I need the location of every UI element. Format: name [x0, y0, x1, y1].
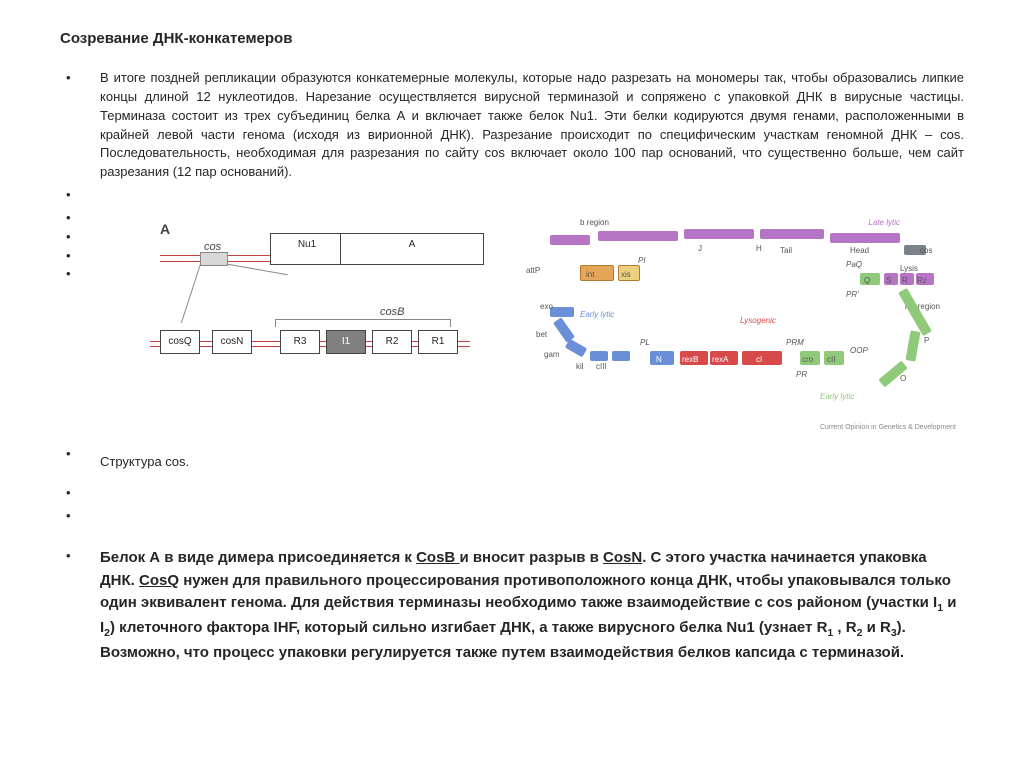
cos-segment: [200, 252, 228, 266]
label-pl: PL: [640, 337, 650, 349]
empty-bullet2: •: [60, 484, 964, 503]
label-h: H: [756, 243, 762, 255]
label-oop: OOP: [850, 345, 868, 357]
page-title: Созревание ДНК-конкатемеров: [60, 30, 964, 47]
seg-b: [550, 235, 590, 245]
p2-p2: и вносит разрыв в: [459, 549, 603, 566]
label-paq: PaQ: [846, 259, 862, 271]
label-gam: gam: [544, 349, 560, 361]
label-cos: cos: [920, 245, 932, 257]
label-cro: cro: [802, 354, 813, 366]
site-cosq: cosQ: [160, 330, 200, 354]
bullet-struct-caption: • Структура cos.: [60, 445, 964, 480]
seg-ciiib: [612, 351, 630, 361]
p2-cosq: CosQ: [139, 572, 179, 589]
label-int: int: [586, 269, 594, 281]
p2-p0: Белок А в виде димера присоединяется к: [100, 549, 416, 566]
leader-left: [181, 264, 201, 323]
bullet-para1: • В итоге поздней репликации образуются …: [60, 69, 964, 182]
para2-text: Белок А в виде димера присоединяется к C…: [100, 547, 964, 664]
p2-p9: , R: [833, 619, 856, 636]
site-r3: R3: [280, 330, 320, 354]
label-latelytic: Late lytic: [868, 217, 900, 229]
label-ci: cI: [756, 354, 762, 366]
label-rexb: rexB: [682, 354, 698, 366]
diagram-copyright: Current Opinion in Genetics & Developmen…: [820, 423, 956, 433]
label-head: Head: [850, 245, 869, 257]
label-cii: cII: [827, 354, 835, 366]
label-q: Q: [864, 275, 870, 287]
lambda-genome-diagram: b region Late lytic J H Tail Head cos at…: [520, 215, 960, 435]
p2-p6: нужен для правильного процессирования пр…: [100, 572, 951, 612]
nu1-box: Nu1: [270, 233, 344, 265]
site-r2: R2: [372, 330, 412, 354]
label-earlylytic: Early lytic: [580, 309, 614, 321]
cosb-bracket-l: [275, 319, 276, 327]
site-cosn: cosN: [212, 330, 252, 354]
diagram-row: А cos Nu1 A cosB cosQ cosN R3 I1: [140, 215, 964, 435]
label-prm: PRM: [786, 337, 804, 349]
seg-h: [684, 229, 754, 239]
struct-caption: Структура cos.: [100, 453, 964, 472]
label-cIII: cIII: [596, 361, 607, 373]
label-attp: attP: [526, 265, 540, 277]
label-o: O: [900, 373, 906, 385]
leader-right: [226, 263, 287, 275]
p2-cosb: CosB: [416, 549, 459, 566]
label-bregion: b region: [580, 217, 609, 229]
label-exo: exo: [540, 301, 553, 313]
p2-p10: и R: [862, 619, 890, 636]
label-xis: xis: [621, 269, 631, 281]
cos-structure-diagram: А cos Nu1 A cosB cosQ cosN R3 I1: [140, 215, 500, 395]
label-prp: PR': [846, 289, 859, 301]
label-s: S: [886, 275, 891, 287]
a-box: A: [340, 233, 484, 265]
label-n: N: [656, 354, 662, 366]
label-r: R: [902, 275, 908, 287]
diagram-row-bullet: •••• А cos Nu1 A cosB cosQ: [60, 209, 964, 441]
bullet-para2: • Белок А в виде димера присоединяется к…: [60, 547, 964, 664]
seg-j: [598, 231, 678, 241]
seg-p: [905, 330, 920, 361]
label-p: P: [924, 335, 929, 347]
bullet-dot: •: [60, 69, 100, 182]
label-tail: Tail: [780, 245, 792, 257]
label-lysogenic: Lysogenic: [740, 315, 776, 327]
cosb-bracket-top: [275, 319, 450, 320]
seg-head: [830, 233, 900, 243]
label-rz: Rz: [917, 275, 927, 287]
label-earlylytic2: Early lytic: [820, 391, 854, 403]
label-kil: kil: [576, 361, 584, 373]
p2-p8: ) клеточного фактора IHF, который сильно…: [110, 619, 827, 636]
label-j: J: [698, 243, 702, 255]
p2-cosn: CosN: [603, 549, 642, 566]
seg-exo: [550, 307, 574, 317]
site-i1: I1: [326, 330, 366, 354]
label-rexa: rexA: [712, 354, 728, 366]
diagram-letter-a: А: [160, 219, 170, 239]
seg-tail: [760, 229, 824, 239]
seg-kil: [590, 351, 608, 361]
site-r1: R1: [418, 330, 458, 354]
label-pr: PR: [796, 369, 807, 381]
seg-n: [650, 351, 674, 365]
cosb-bracket-r: [450, 319, 451, 327]
label-pI: PI: [638, 255, 646, 267]
empty-bullet3: •: [60, 507, 964, 526]
para1-text: В итоге поздней репликации образуются ко…: [100, 69, 964, 182]
seg-gam: [565, 339, 587, 358]
empty-bullet: •: [60, 186, 964, 205]
label-bet: bet: [536, 329, 547, 341]
